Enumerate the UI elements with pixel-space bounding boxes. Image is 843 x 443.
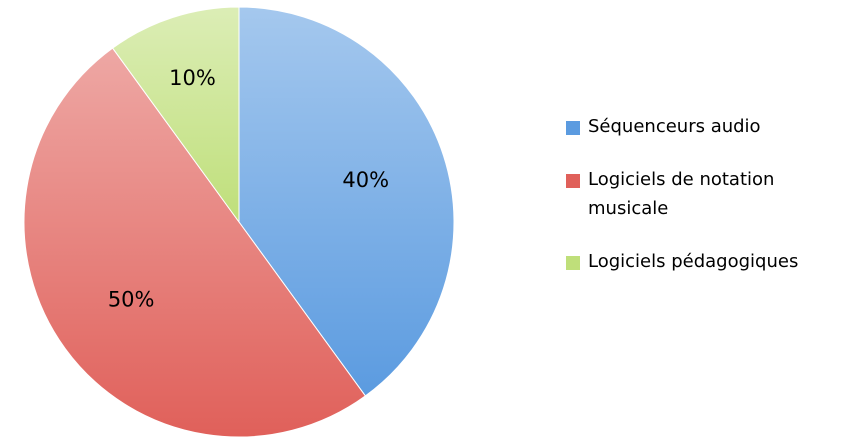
legend: Séquenceurs audio Logiciels de notation m…: [566, 112, 826, 300]
data-label: 10%: [169, 66, 216, 90]
legend-swatch: [566, 256, 580, 270]
legend-item: Logiciels pédagogiques: [566, 247, 826, 276]
legend-label: Séquenceurs audio: [588, 116, 761, 137]
legend-swatch: [566, 121, 580, 135]
data-label: 40%: [342, 168, 389, 192]
legend-label: Logiciels pédagogiques: [588, 251, 799, 272]
legend-item: Séquenceurs audio: [566, 112, 826, 141]
data-label: 50%: [108, 287, 155, 311]
legend-label: Logiciels de notation musicale: [588, 169, 775, 219]
legend-swatch: [566, 174, 580, 188]
legend-item: Logiciels de notation musicale: [566, 165, 826, 223]
